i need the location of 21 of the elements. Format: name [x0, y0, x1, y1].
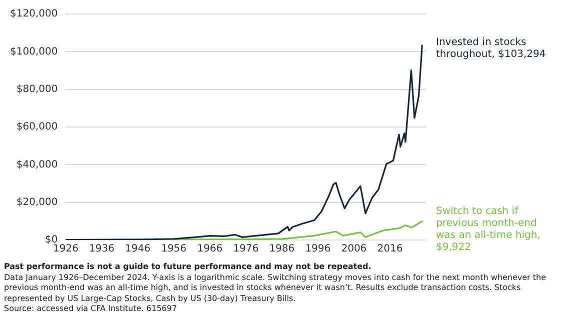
- x-tick-label: 1986: [269, 244, 295, 255]
- x-tick-label: 1946: [125, 244, 150, 255]
- x-tick-label: 1926: [52, 244, 78, 255]
- y-tick-label: $40,000: [16, 159, 58, 170]
- y-tick-label: $120,000: [10, 8, 58, 20]
- y-tick-label: $60,000: [16, 122, 58, 133]
- x-tick-label: 1996: [305, 244, 331, 255]
- x-tick-label: 1936: [89, 244, 114, 255]
- source-note: Source: accessed via CFA Institute. 615697: [4, 304, 178, 314]
- y-tick-label: $20,000: [16, 196, 58, 208]
- text: Past performance is not a guide to future performance and may not be repeated.: [4, 262, 372, 272]
- text: Data January 1926–December 2024. Y-axis is a logarithmic scale. Switching strategy moves into cash for the next month whenever the previous month-end was an all-time high, and is invested in stocks whenever it wasn’t. Results exclude transaction costs. Stocks represented by US Large-Cap Stocks, Cash by US (30-day) Treasury Bills.: [4, 272, 548, 304]
- series-label: Invested in stocks throughout, $103,294: [436, 37, 546, 60]
- x-tick-label: 1956: [161, 244, 187, 255]
- y-tick-label: $80,000: [16, 84, 58, 95]
- series-label: Switch to cash if previous month-end was an all-time high, $9,922: [436, 206, 540, 253]
- x-tick-label: 2016: [377, 244, 403, 255]
- y-tick-label: $100,000: [10, 46, 58, 58]
- x-tick-label: 2006: [341, 244, 367, 255]
- x-tick-label: 1966: [197, 244, 223, 255]
- x-tick-label: 1976: [233, 244, 259, 255]
